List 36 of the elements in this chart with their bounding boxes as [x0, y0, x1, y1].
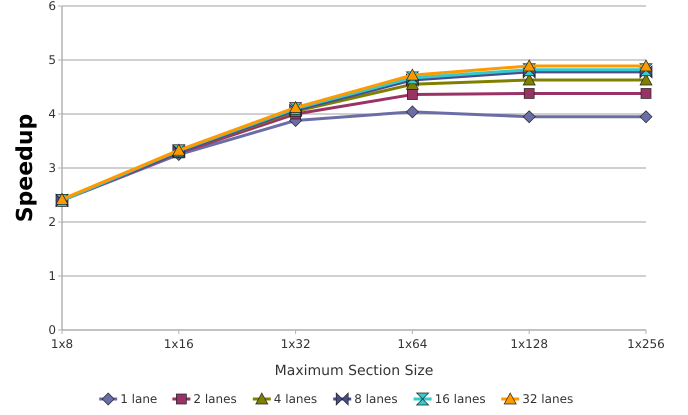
- y-tick-label: 3: [48, 161, 56, 176]
- point: [406, 105, 419, 118]
- point: [406, 74, 419, 86]
- x-tick-label: 1x16: [164, 337, 194, 351]
- point: [640, 60, 652, 72]
- y-tick-label: 4: [48, 107, 56, 122]
- y-tick-label: 1: [48, 269, 56, 284]
- y-tick-label: 0: [48, 323, 56, 338]
- legend-label: 16 lanes: [434, 392, 486, 406]
- point: [524, 88, 535, 99]
- y-tick-label: 5: [48, 53, 56, 68]
- point: [407, 89, 418, 100]
- legend-label: 8 lanes: [354, 392, 398, 406]
- x-tick-label: 1x128: [510, 337, 548, 351]
- x-tick-label: 1x8: [50, 337, 74, 351]
- legend-label: 4 lanes: [274, 392, 318, 406]
- legend-label: 32 lanes: [522, 392, 574, 406]
- x-tick-label: 1x256: [627, 337, 665, 351]
- legend-label: 2 lanes: [193, 392, 237, 406]
- x-tick-label: 1x32: [280, 337, 311, 351]
- point: [522, 66, 536, 78]
- y-tick-label: 6: [48, 0, 56, 14]
- x-tick-label: 1x64: [397, 337, 428, 351]
- y-tick-label: 2: [48, 215, 56, 230]
- point: [640, 63, 652, 76]
- point: [522, 110, 536, 124]
- point: [406, 71, 419, 84]
- point: [522, 63, 536, 76]
- point: [640, 88, 652, 99]
- x-axis-title: Maximum Section Size: [274, 363, 434, 379]
- point: [522, 60, 536, 72]
- point: [406, 68, 419, 80]
- legend-label: 1 lane: [120, 392, 158, 406]
- y-axis-title: Speedup: [13, 114, 38, 222]
- point: [640, 110, 652, 124]
- point: [640, 66, 652, 78]
